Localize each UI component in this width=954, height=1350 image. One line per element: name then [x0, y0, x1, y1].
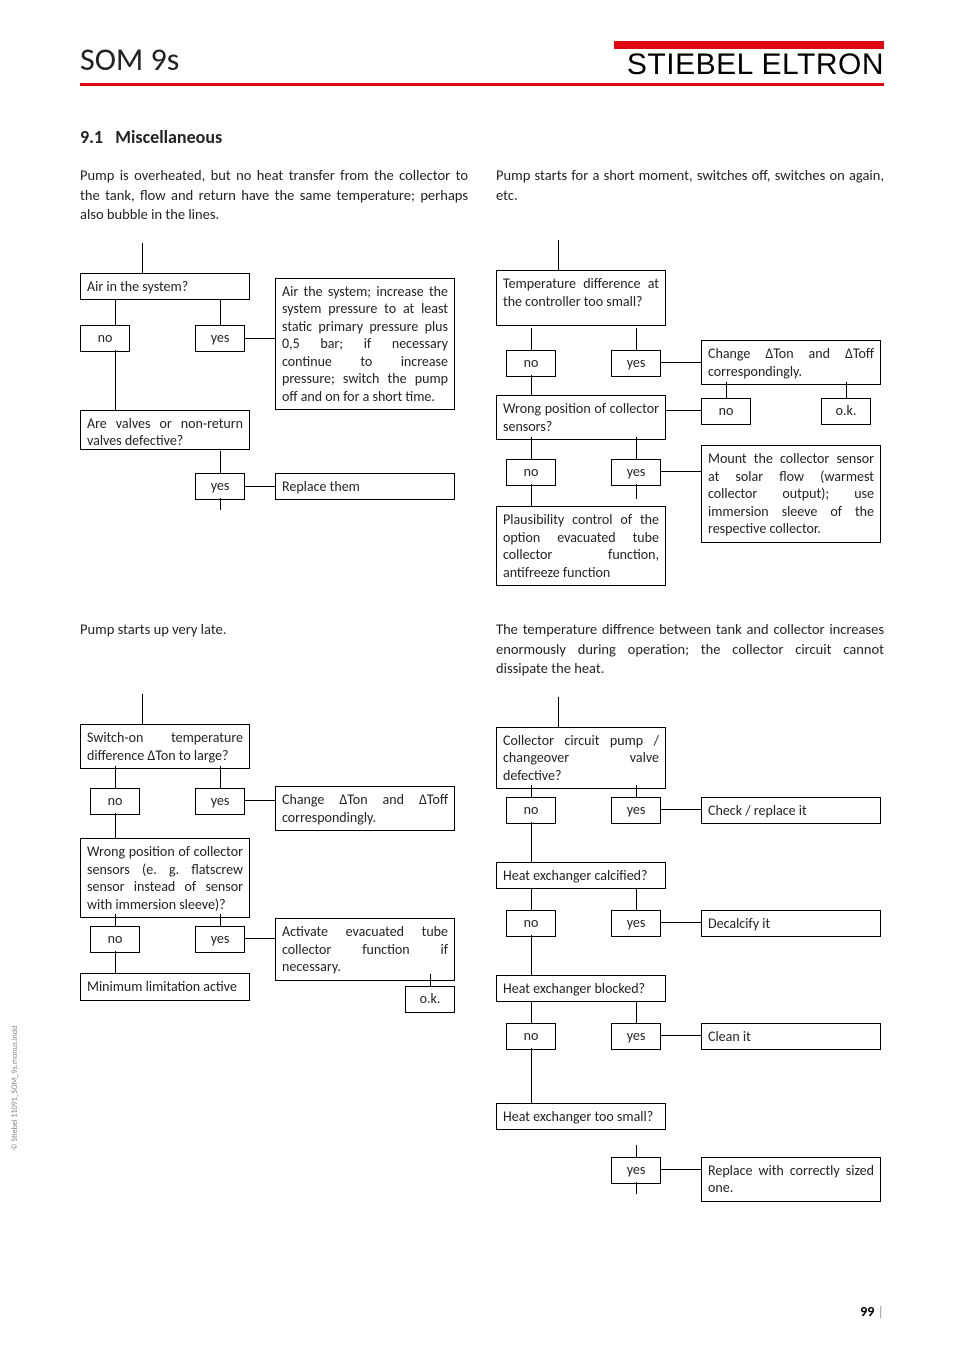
fc4-yes2: yes [611, 910, 661, 937]
fc3-yes2: yes [195, 926, 245, 953]
fc4-yes3: yes [611, 1023, 661, 1050]
block2-intro: Pump starts for a short moment, switches… [496, 166, 884, 222]
fc2-q3: Plausibility control of the option evacu… [496, 506, 666, 586]
fc1-yes1: yes [195, 325, 245, 352]
block3-intro: Pump starts up very late. [80, 620, 468, 676]
fc4-yes1: yes [611, 797, 661, 824]
fc3-q1: Switch-on temperature difference ΔTon to… [80, 724, 250, 769]
brand-name: STIEBEL ELTRON [627, 51, 884, 80]
fc3-q2: Wrong position of collector sensors (e. … [80, 838, 250, 918]
doc-title: SOM 9s [80, 40, 179, 79]
fc1-a-air: Air the system; increase the system pres… [275, 278, 455, 411]
block4-intro: The temperature diffrence between tank a… [496, 620, 884, 679]
fc4-a2: Decalcify it [701, 910, 881, 938]
flowchart-1: Air in the system? no yes Air the system… [80, 243, 468, 573]
fc2-q2: Wrong position of collector sensors? [496, 395, 666, 440]
flowchart-4: Collector circuit pump / changeover valv… [496, 697, 884, 1217]
fc2-a2: Mount the collector sensor at solar flow… [701, 445, 881, 543]
flowchart-3: Switch-on temperature difference ΔTon to… [80, 694, 468, 1014]
fc1-no1: no [80, 325, 130, 352]
fc2-yes1: yes [611, 350, 661, 377]
fc2-no2: no [506, 459, 556, 486]
fc1-q1: Air in the system? [80, 273, 250, 301]
fc4-no2: no [506, 910, 556, 937]
fc4-q4: Heat exchanger too small? [496, 1103, 666, 1131]
fc4-a4: Replace with correctly sized one. [701, 1157, 881, 1202]
fc1-a-replace: Replace them [275, 473, 455, 501]
fc4-no1: no [506, 797, 556, 824]
flowchart-2: Temperature difference at the controller… [496, 240, 884, 590]
fc4-q2: Heat exchanger calcified? [496, 862, 666, 890]
brand-logo: STIEBEL ELTRON [614, 41, 884, 80]
fc2-q1: Temperature difference at the controller… [496, 270, 666, 326]
fc4-q1: Collector circuit pump / changeover valv… [496, 727, 666, 790]
fc3-a2: Activate evacuated tube collector functi… [275, 918, 455, 981]
fc3-ok: o.k. [405, 986, 455, 1013]
fc3-yes1: yes [195, 788, 245, 815]
side-credit: © Stiebel 11091_SOM_9s.monus.indd [10, 1026, 20, 1150]
fc4-q3: Heat exchanger blocked? [496, 975, 666, 1003]
fc2-ok-a: o.k. [821, 398, 871, 425]
section-heading: 9.1 Miscellaneous [80, 126, 884, 148]
fc2-no-a: no [701, 398, 751, 425]
fc4-a3: Clean it [701, 1023, 881, 1051]
fc1-yes2: yes [195, 473, 245, 500]
fc1-q2: Are valves or non-return valves defectiv… [80, 410, 250, 450]
header-rule [80, 83, 884, 86]
fc2-no1: no [506, 350, 556, 377]
fc4-yes4: yes [611, 1157, 661, 1184]
fc3-a1: Change ΔTon and ΔToff correspondingly. [275, 786, 455, 831]
fc2-a1: Change ΔTon and ΔToff correspondingly. [701, 340, 881, 385]
fc3-no1: no [90, 788, 140, 815]
fc4-no3: no [506, 1023, 556, 1050]
block1-intro: Pump is overheated, but no heat transfer… [80, 166, 468, 225]
fc3-no2: no [90, 926, 140, 953]
fc3-q3: Minimum limitation active [80, 973, 250, 1001]
page-number: 99 | [860, 1303, 884, 1320]
fc2-yes2: yes [611, 459, 661, 486]
fc4-a1: Check / replace it [701, 797, 881, 825]
